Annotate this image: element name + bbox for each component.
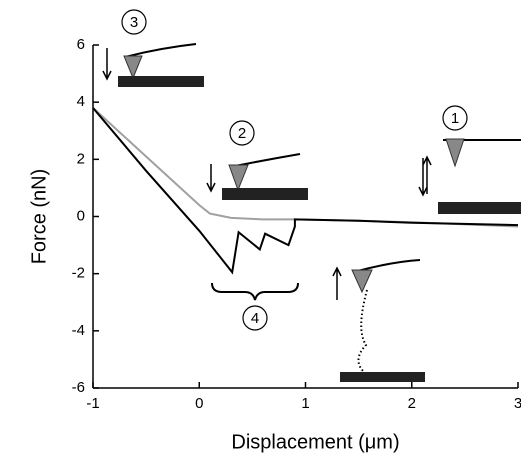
y-tick-label: -4 (72, 322, 85, 339)
y-axis-label: Force (nN) (28, 169, 50, 265)
y-tick-label: -2 (72, 265, 85, 282)
x-tick-label: -1 (86, 395, 99, 412)
y-tick-label: 4 (77, 93, 85, 110)
line-series (92, 107, 519, 275)
annotation: 1 (451, 110, 459, 127)
annotation: 4 (251, 310, 259, 327)
y-tick-label: 6 (77, 36, 85, 53)
annotation-circle (229, 120, 255, 146)
x-tick-label: 2 (408, 395, 416, 412)
annotation-circle (121, 9, 147, 35)
annotation-circle (242, 305, 268, 331)
annotation: 3 (130, 14, 138, 31)
x-tick-label: 0 (195, 395, 203, 412)
y-tick-label: 2 (77, 150, 85, 167)
x-tick-label: 1 (301, 395, 309, 412)
x-tick-label: 3 (514, 395, 521, 412)
illustrations (102, 43, 521, 382)
x-axis-label: Displacement (μm) (231, 431, 399, 453)
y-tick-label: -6 (72, 379, 85, 396)
annotation: 2 (238, 125, 246, 142)
annotation-circle (442, 105, 468, 131)
y-tick-label: 0 (77, 207, 85, 224)
